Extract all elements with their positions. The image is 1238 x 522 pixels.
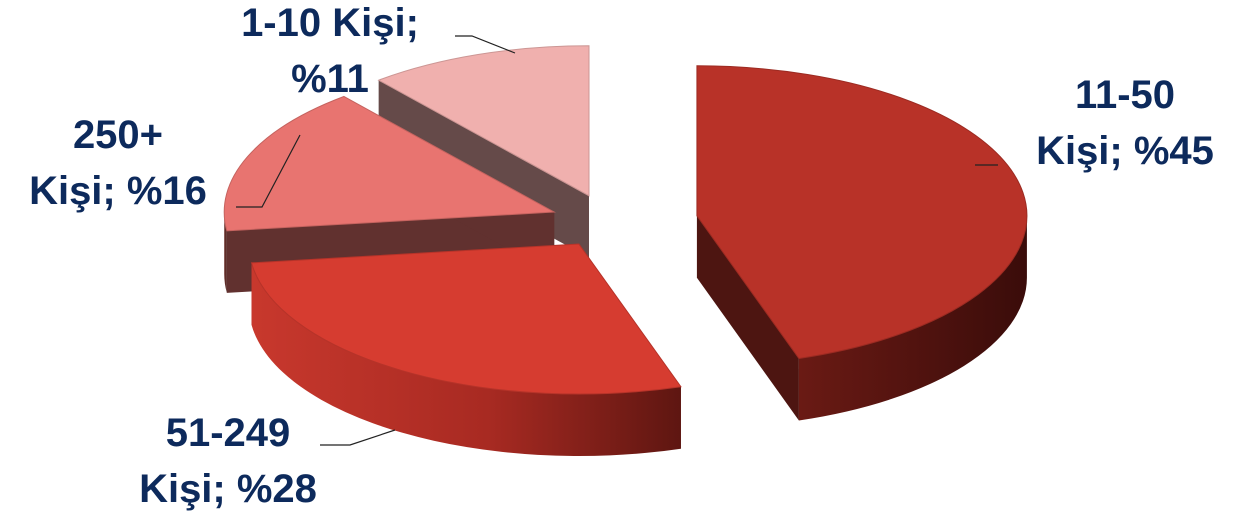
data-label-4: 1-10 Kişi; %11 bbox=[241, 1, 419, 101]
leader-line-3 bbox=[236, 134, 301, 208]
pie-slice-1-side bbox=[798, 215, 1027, 421]
data-label-4-line-2: %11 bbox=[291, 57, 369, 101]
pie-slice-1-top bbox=[696, 65, 1028, 360]
pie-slice-2 bbox=[250, 243, 682, 457]
pie-slice-4-top bbox=[377, 45, 590, 197]
data-label-2-line-1: 51-249 bbox=[166, 411, 291, 455]
pie-slice-1-wall bbox=[696, 215, 799, 421]
data-label-3-line-2: Kişi; %16 bbox=[29, 169, 207, 213]
data-label-1-line-2: Kişi; %45 bbox=[1036, 129, 1214, 173]
pie-slice-2-top bbox=[250, 243, 682, 395]
data-label-1: 11-50 Kişi; %45 bbox=[1036, 73, 1214, 173]
pie-slice-3-top bbox=[223, 95, 556, 232]
data-label-3-line-1: 250+ bbox=[73, 113, 163, 157]
data-label-4-line-1: 1-10 Kişi; bbox=[241, 1, 419, 45]
pie-slice-2-side bbox=[251, 262, 681, 457]
leader-line-2 bbox=[320, 429, 396, 446]
data-label-2-line-2: Kişi; %28 bbox=[139, 467, 317, 511]
data-label-3: 250+ Kişi; %16 bbox=[29, 113, 207, 213]
pie-slice-1 bbox=[696, 65, 1028, 421]
data-label-1-line-1: 11-50 bbox=[1075, 73, 1175, 117]
pie-slice-3-side bbox=[224, 212, 227, 293]
data-label-2: 51-249 Kişi; %28 bbox=[139, 411, 317, 511]
leader-line-4 bbox=[455, 35, 516, 54]
